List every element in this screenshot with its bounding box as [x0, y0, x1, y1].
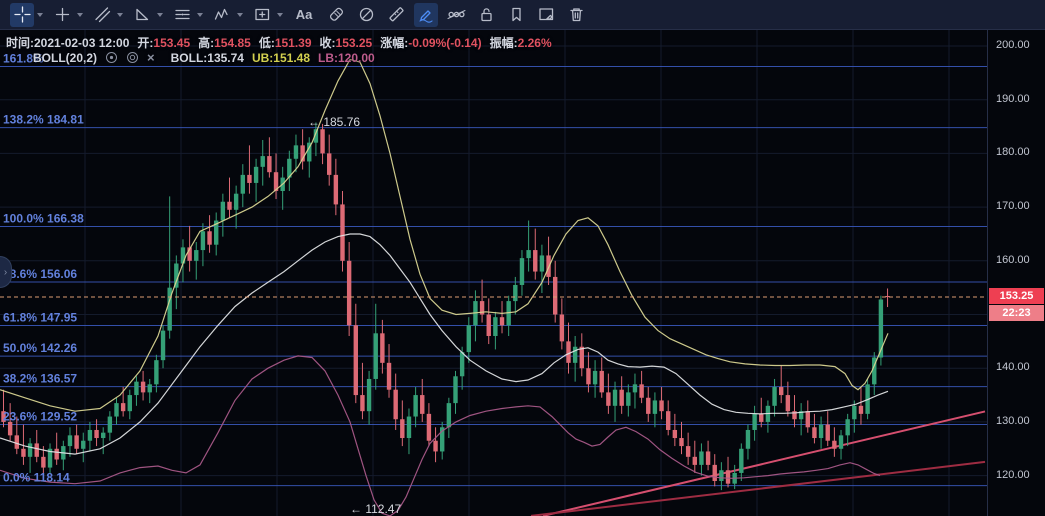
svg-text:161.8%: 161.8% — [3, 51, 44, 65]
bookmark-icon — [511, 7, 521, 22]
price-annotations[interactable]: ← 185.76 ← 112.47 — [308, 115, 401, 516]
wave-pattern-tool-button[interactable] — [210, 3, 234, 27]
svg-text:50.0% 142.26: 50.0% 142.26 — [3, 341, 77, 355]
candlestick-chart[interactable]: 161.8% 138.2% 184.81 100.0% 166.38 78.6% 15… — [0, 30, 987, 516]
eraser-icon — [359, 7, 373, 22]
brush-tool-button[interactable] — [414, 2, 438, 27]
horizontal-lines-icon — [174, 9, 190, 20]
candles — [1, 122, 890, 491]
svg-text:100.0% 166.38: 100.0% 166.38 — [3, 212, 84, 226]
svg-text:← 112.47: ← 112.47 — [350, 502, 401, 516]
measure-tool-button[interactable] — [444, 3, 468, 27]
axis-tick-label: 140.00 — [996, 361, 1030, 374]
svg-text:138.2% 184.81: 138.2% 184.81 — [3, 113, 84, 127]
angle-icon — [135, 8, 148, 21]
fib-labels: 161.8% 138.2% 184.81 100.0% 166.38 78.6% 15… — [3, 51, 84, 484]
crosshair-tool-button[interactable] — [10, 2, 34, 27]
cross-icon — [55, 7, 69, 22]
lock-icon — [480, 8, 492, 22]
trend-lines[interactable] — [530, 410, 986, 516]
cross-cursor-tool-button[interactable] — [50, 3, 74, 27]
svg-text:0.0% 118.14: 0.0% 118.14 — [3, 471, 70, 485]
bollinger-bands — [0, 58, 889, 516]
close-icon[interactable]: × — [147, 50, 155, 65]
wave-icon — [214, 8, 228, 20]
lock-tool-button[interactable] — [474, 3, 498, 27]
price-axis[interactable]: 153.25 22:23 200.00 190.00 180.00 170.00 160… — [987, 30, 1045, 516]
chevron-down-icon[interactable] — [237, 12, 243, 17]
chart-area[interactable]: 161.8% 138.2% 184.81 100.0% 166.38 78.6% 15… — [0, 30, 1045, 516]
axis-tick-label: 190.00 — [996, 92, 1030, 105]
shape-rect-tool-button[interactable] — [250, 3, 274, 27]
sticker-icon — [329, 7, 343, 21]
brush-icon — [418, 10, 433, 23]
text-tool-button[interactable]: Aa — [290, 3, 318, 27]
svg-text:← 185.76: ← 185.76 — [308, 115, 360, 129]
fib-retracement-lines[interactable] — [0, 65, 987, 487]
rect-plus-icon — [254, 8, 269, 21]
trash-icon — [569, 8, 583, 22]
bookmark-tool-button[interactable] — [504, 3, 528, 27]
candle-countdown-badge: 22:23 — [989, 305, 1044, 322]
sticker-tool-button[interactable] — [324, 3, 348, 27]
crosshair-icon — [13, 6, 31, 23]
text-tool-icon: Aa — [295, 7, 313, 22]
chevron-down-icon[interactable] — [77, 12, 83, 17]
ruler-tool-button[interactable] — [384, 3, 408, 27]
chevron-down-icon[interactable] — [277, 12, 283, 17]
svg-text:38.2% 136.57: 38.2% 136.57 — [3, 372, 77, 386]
last-price-badge: 153.25 — [989, 288, 1044, 305]
delete-tool-button[interactable] — [564, 3, 588, 27]
drawing-toolbar: Aa — [0, 0, 1045, 30]
svg-text:23.6% 129.52: 23.6% 129.52 — [3, 409, 77, 423]
chevron-down-icon[interactable] — [197, 12, 203, 17]
axis-tick-label: 180.00 — [996, 146, 1030, 159]
axis-tick-label: 130.00 — [996, 414, 1030, 427]
settings-icon[interactable] — [126, 51, 139, 64]
axis-tick-label: 170.00 — [996, 200, 1030, 213]
ruler-icon — [388, 7, 404, 22]
trend-line-icon — [94, 7, 110, 23]
chevron-right-icon: › — [3, 266, 8, 278]
snapshot-tool-button[interactable] — [534, 3, 558, 27]
trend-line-tool-button[interactable] — [90, 3, 114, 27]
snapshot-icon — [538, 8, 553, 21]
svg-text:78.6% 156.06: 78.6% 156.06 — [3, 267, 77, 281]
chevron-down-icon[interactable] — [117, 12, 123, 17]
angle-tool-button[interactable] — [130, 3, 154, 27]
svg-text:61.8% 147.95: 61.8% 147.95 — [3, 311, 77, 325]
chevron-down-icon[interactable] — [37, 12, 43, 17]
axis-tick-label: 120.00 — [996, 468, 1030, 481]
measure-icon — [447, 10, 465, 19]
eraser-tool-button[interactable] — [354, 3, 378, 27]
axis-tick-label: 160.00 — [996, 253, 1030, 266]
horizontal-lines-tool-button[interactable] — [170, 3, 194, 27]
axis-tick-label: 200.00 — [996, 39, 1030, 51]
visibility-icon[interactable] — [105, 51, 118, 64]
chevron-down-icon[interactable] — [157, 12, 163, 17]
